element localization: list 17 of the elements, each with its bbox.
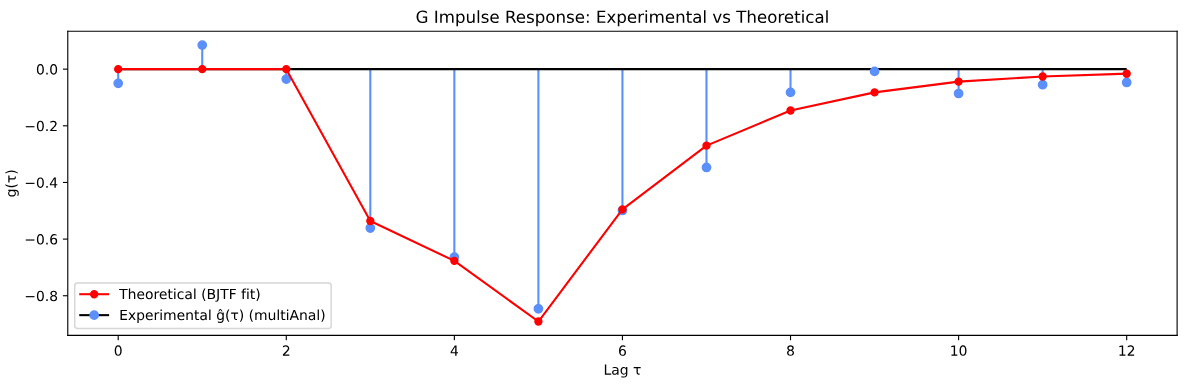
legend-label: Experimental ĝ(τ) (multiAnal): [120, 308, 325, 323]
x-tick-label: 10: [951, 345, 967, 356]
x-tick-label: 8: [787, 345, 794, 356]
y-tick-label: 0.0: [36, 64, 58, 75]
y-tick-label: −0.8: [25, 290, 58, 302]
y-axis-title: g(τ): [5, 170, 19, 197]
x-axis-title: Lag τ: [604, 364, 641, 378]
chart-title: G Impulse Response: Experimental vs Theoretical: [416, 10, 828, 27]
x-tick-label: 12: [1119, 345, 1135, 356]
y-tick-label: −0.2: [25, 120, 57, 132]
legend-label: Theoretical (BJTF fit): [119, 288, 260, 302]
x-tick-label: 6: [618, 345, 626, 356]
x-tick-label: 2: [282, 345, 290, 356]
y-tick-label: −0.6: [25, 234, 58, 245]
x-tick-label: 4: [450, 345, 458, 356]
x-tick-label: 0: [114, 345, 122, 356]
y-tick-label: −0.4: [25, 177, 58, 188]
